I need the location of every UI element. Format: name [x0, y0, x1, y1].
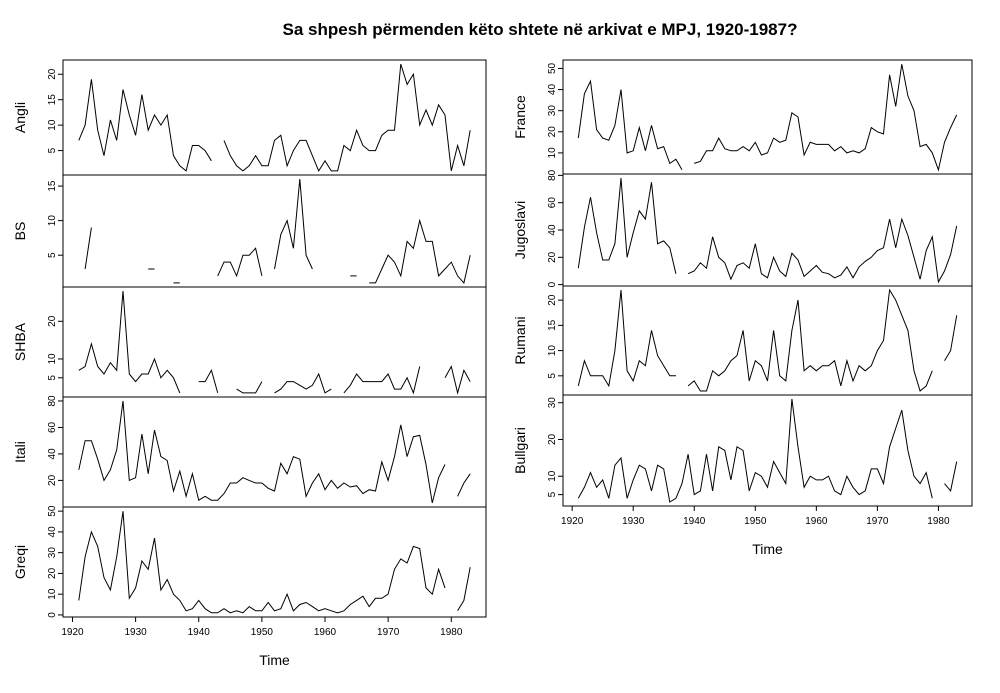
- y-tick-label: 0: [547, 281, 558, 287]
- x-tick-label: 1940: [188, 627, 211, 638]
- y-tick-label: 40: [47, 448, 58, 460]
- y-tick-label: 10: [47, 119, 58, 131]
- y-tick-label: 40: [47, 526, 58, 538]
- series-line-itali: [457, 473, 471, 497]
- y-tick-label: 40: [547, 84, 558, 96]
- y-tick-label: 20: [47, 315, 58, 327]
- y-axis-label-itali: Itali: [12, 441, 28, 463]
- series-line-bs: [274, 179, 313, 270]
- y-tick-label: 30: [47, 547, 58, 559]
- panel-frame-jugoslavi: [562, 173, 973, 287]
- y-tick-label: 20: [547, 294, 558, 306]
- y-tick-label: 5: [547, 491, 558, 497]
- x-tick-label: 1920: [561, 516, 584, 527]
- series-line-itali: [78, 400, 446, 504]
- series-line-france: [577, 79, 683, 171]
- x-tick-label: 1950: [251, 627, 274, 638]
- series-line-shba: [274, 372, 332, 394]
- y-tick-label: 40: [547, 224, 558, 236]
- y-axis-label-france: France: [512, 95, 528, 139]
- y-axis-label-bullgari: Bullgari: [512, 427, 528, 474]
- y-tick-label: 80: [547, 169, 558, 181]
- series-line-rumani: [944, 315, 958, 361]
- series-line-greqi: [78, 511, 446, 614]
- y-tick-label: 20: [547, 251, 558, 263]
- y-tick-label: 20: [547, 433, 558, 445]
- y-tick-label: 15: [47, 94, 58, 106]
- y-tick-label: 10: [47, 353, 58, 365]
- series-line-angli: [78, 79, 212, 172]
- y-tick-label: 5: [47, 147, 58, 153]
- series-line-shba: [343, 366, 421, 395]
- y-tick-label: 10: [547, 147, 558, 159]
- x-tick-label: 1950: [744, 516, 767, 527]
- y-axis-label-angli: Angli: [12, 102, 28, 133]
- y-tick-label: 20: [47, 474, 58, 486]
- x-tick-label: 1930: [622, 516, 645, 527]
- x-tick-label: 1940: [683, 516, 706, 527]
- y-tick-label: 50: [47, 505, 58, 517]
- series-line-shba: [198, 368, 219, 394]
- y-axis-label-rumani: Rumani: [512, 316, 528, 364]
- y-tick-label: 15: [547, 319, 558, 331]
- y-tick-label: 30: [547, 105, 558, 117]
- y-tick-label: 10: [547, 470, 558, 482]
- y-tick-label: 10: [47, 215, 58, 227]
- x-axis-label: Time: [259, 652, 290, 668]
- series-line-shba: [444, 365, 471, 395]
- x-tick-label: 1930: [124, 627, 147, 638]
- series-line-bs: [369, 218, 471, 284]
- y-tick-label: 10: [47, 588, 58, 600]
- series-line-bullgari: [577, 398, 933, 503]
- x-axis-label: Time: [752, 541, 783, 557]
- y-tick-label: 80: [47, 395, 58, 407]
- series-line-angli: [223, 63, 471, 172]
- series-line-shba: [78, 291, 181, 394]
- y-tick-label: 10: [547, 345, 558, 357]
- y-tick-label: 0: [47, 612, 58, 618]
- series-line-jugoslavi: [577, 178, 677, 274]
- y-tick-label: 60: [547, 197, 558, 209]
- x-tick-label: 1980: [927, 516, 950, 527]
- y-tick-label: 50: [547, 62, 558, 74]
- y-axis-label-greqi: Greqi: [12, 545, 28, 579]
- y-tick-label: 60: [47, 421, 58, 433]
- x-tick-label: 1960: [805, 516, 828, 527]
- y-tick-label: 5: [47, 375, 58, 381]
- y-tick-label: 15: [47, 180, 58, 192]
- series-line-rumani: [577, 289, 676, 388]
- chart-title: Sa shpesh përmenden këto shtete në arkiv…: [283, 20, 798, 39]
- series-line-bullgari: [944, 461, 958, 493]
- x-tick-label: 1970: [377, 627, 400, 638]
- series-line-bs: [84, 227, 92, 270]
- x-tick-label: 1920: [61, 627, 84, 638]
- y-axis-label-jugoslavi: Jugoslavi: [512, 201, 528, 259]
- y-tick-label: 5: [47, 252, 58, 258]
- y-tick-label: 20: [47, 567, 58, 579]
- series-line-france: [694, 64, 958, 172]
- y-tick-label: 30: [547, 397, 558, 409]
- y-tick-label: 20: [47, 68, 58, 80]
- series-line-greqi: [457, 567, 471, 612]
- y-axis-label-bs: BS: [12, 222, 28, 241]
- y-tick-label: 5: [547, 373, 558, 379]
- y-axis-label-shba: SHBA: [12, 322, 28, 361]
- series-line-shba: [236, 381, 263, 394]
- series-line-jugoslavi: [687, 217, 958, 284]
- series-line-bs: [217, 247, 263, 278]
- panel-frame-france: [562, 59, 973, 175]
- panel-frame-bullgari: [562, 394, 973, 507]
- x-tick-label: 1960: [314, 627, 337, 638]
- x-tick-label: 1970: [866, 516, 889, 527]
- series-line-rumani: [687, 288, 933, 392]
- y-tick-label: 20: [547, 126, 558, 138]
- x-tick-label: 1980: [440, 627, 463, 638]
